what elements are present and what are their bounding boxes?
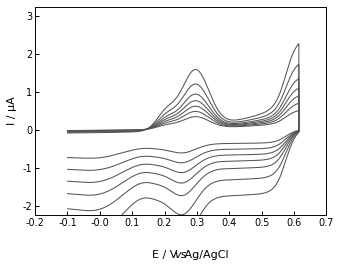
Text: Ag/AgCl: Ag/AgCl bbox=[181, 250, 228, 261]
Text: E / V: E / V bbox=[152, 250, 181, 261]
Y-axis label: I / μA: I / μA bbox=[7, 97, 17, 125]
Text: vs: vs bbox=[175, 250, 187, 261]
